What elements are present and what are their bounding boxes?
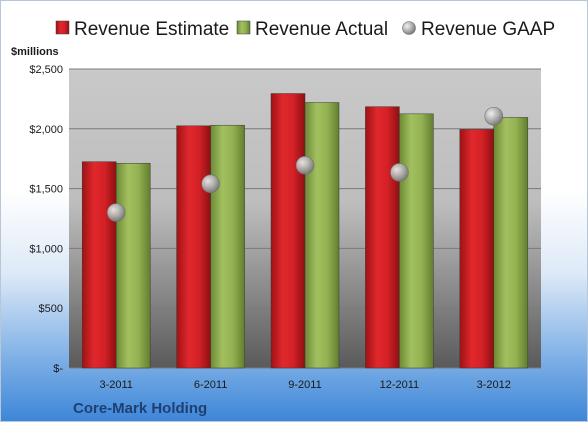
x-tick-label: 3-2011 <box>99 379 132 391</box>
legend-swatch <box>236 20 251 35</box>
y-axis-ticks: $- $500 $1,000 $1,500 $2,000 $2,500 <box>29 64 63 375</box>
legend: Revenue Estimate Revenue Actual Revenue GA… <box>55 19 555 40</box>
bar-estimate <box>365 106 400 369</box>
legend-label: Revenue Actual <box>255 19 388 40</box>
bar-actual <box>210 124 245 369</box>
bar-actual <box>115 162 151 369</box>
legend-swatch <box>55 20 70 35</box>
bars <box>81 93 529 369</box>
y-tick-label: $2,000 <box>29 124 63 136</box>
x-tick-label: 9-2011 <box>288 379 321 391</box>
x-tick-label: 6-2011 <box>194 379 227 391</box>
x-tick-label: 3-2012 <box>477 379 511 391</box>
bar-actual <box>399 113 434 369</box>
gaap-point <box>390 163 409 182</box>
y-tick-label: $2,500 <box>29 64 63 76</box>
bar-actual <box>304 102 340 369</box>
legend-label: Revenue GAAP <box>421 19 555 40</box>
bar-actual <box>493 117 529 369</box>
legend-label: Revenue Estimate <box>74 19 229 40</box>
y-tick-label: $- <box>53 363 63 375</box>
y-axis-unit-label: $millions <box>11 46 59 58</box>
gaap-points <box>106 106 504 222</box>
bar-estimate <box>459 129 495 369</box>
bar-estimate <box>81 161 117 369</box>
company-name: Core-Mark Holding <box>73 400 207 417</box>
legend-swatch <box>402 21 416 35</box>
gaap-point <box>484 106 504 126</box>
gaap-point <box>201 174 220 194</box>
gaap-point <box>295 155 315 175</box>
gaap-point <box>106 203 126 222</box>
y-tick-label: $1,500 <box>29 184 63 196</box>
bar-estimate <box>176 125 211 369</box>
y-tick-label: $1,000 <box>29 243 63 255</box>
x-axis-ticks: 3-2011 6-2011 9-2011 12-2011 3-2012 <box>99 379 510 391</box>
y-tick-label: $500 <box>39 303 63 315</box>
x-tick-label: 12-2011 <box>380 379 420 391</box>
bar-estimate <box>270 93 306 369</box>
